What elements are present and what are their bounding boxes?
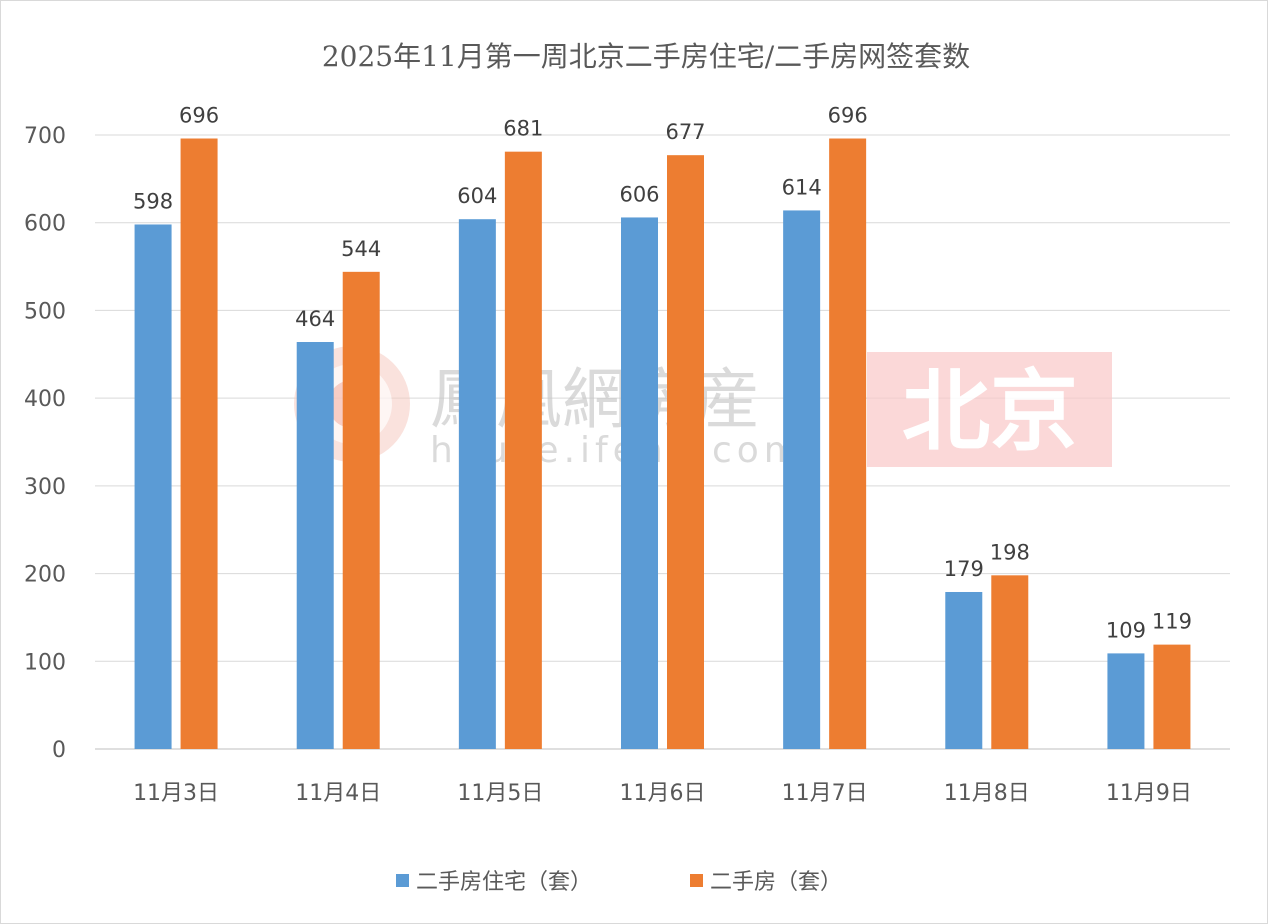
y-tick-label: 300 [24, 475, 66, 500]
bar-residential [458, 219, 496, 750]
chart-title: 2025年11月第一周北京二手房住宅/二手房网签套数 [322, 40, 970, 73]
data-label: 606 [619, 182, 659, 206]
bar-residential [296, 342, 334, 749]
y-tick-label: 400 [24, 387, 66, 412]
bar-total [991, 575, 1029, 749]
legend-swatch [690, 874, 703, 887]
data-label: 109 [1106, 618, 1146, 642]
y-tick-label: 100 [24, 650, 66, 675]
bar-residential [621, 217, 658, 750]
bar-total [504, 151, 542, 749]
bar-residential [134, 224, 172, 749]
data-label: 119 [1152, 610, 1192, 634]
data-label: 198 [990, 540, 1030, 564]
y-axis-ticks: 0 100 200 300 400 500 600 700 [24, 124, 66, 763]
legend-swatch [396, 874, 409, 887]
x-tick-label: 11月9日 [1106, 781, 1192, 806]
data-label: 604 [457, 184, 497, 208]
city-badge [867, 352, 1112, 467]
y-tick-label: 0 [52, 738, 66, 763]
bar-total [342, 271, 380, 749]
data-label: 598 [133, 189, 173, 213]
x-tick-label: 11月6日 [620, 781, 706, 806]
x-axis-ticks: 11月3日 11月4日 11月5日 11月6日 11月7日 11月8日 11月9日 [133, 781, 1192, 806]
data-label: 696 [179, 104, 219, 128]
data-label: 696 [828, 104, 868, 128]
data-label: 677 [665, 120, 705, 144]
x-tick-label: 11月4日 [295, 781, 381, 806]
bar-residential [945, 591, 983, 749]
bars [134, 138, 1191, 750]
y-tick-label: 500 [24, 299, 66, 324]
y-tick-label: 600 [24, 212, 66, 237]
y-tick-label: 200 [24, 563, 66, 588]
legend-label: 二手房住宅（套） [416, 870, 592, 895]
bar-residential [1107, 653, 1145, 749]
city-badge-text: 北京 [902, 360, 1078, 463]
bar-total [667, 155, 704, 749]
data-label: 614 [782, 175, 822, 199]
x-tick-label: 11月3日 [133, 781, 219, 806]
data-label: 464 [295, 307, 335, 331]
data-label: 681 [503, 117, 543, 141]
data-label: 179 [944, 557, 984, 581]
bar-total [180, 138, 218, 750]
legend: 二手房住宅（套） 二手房（套） [396, 870, 842, 895]
x-tick-label: 11月7日 [782, 781, 868, 806]
y-tick-label: 700 [24, 124, 66, 149]
data-label: 544 [341, 237, 381, 261]
x-tick-label: 11月5日 [457, 781, 543, 806]
legend-label: 二手房（套） [710, 870, 842, 895]
x-tick-label: 11月8日 [944, 781, 1030, 806]
bar-total [1153, 644, 1191, 749]
bar-total [829, 138, 867, 750]
bar-residential [783, 210, 821, 750]
